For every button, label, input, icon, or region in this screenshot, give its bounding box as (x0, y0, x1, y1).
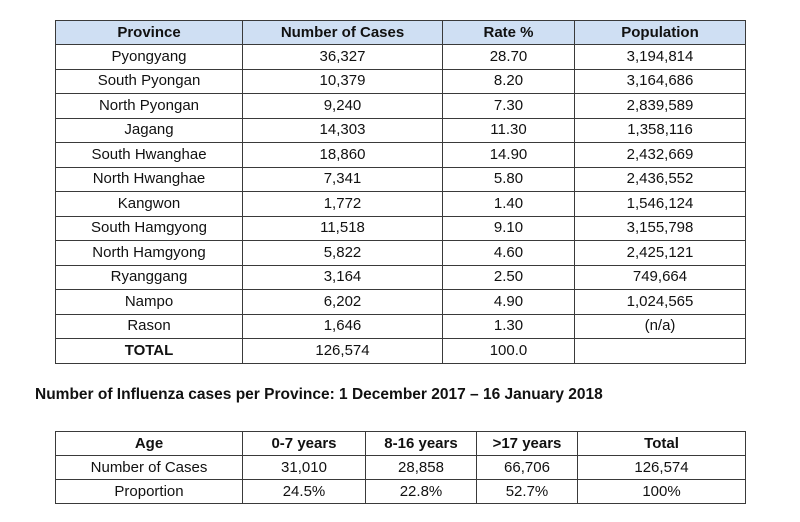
header-province: Province (55, 20, 243, 45)
value-cell: 52.7% (476, 479, 578, 504)
province-cases-table: Province Number of Cases Rate % Populati… (55, 20, 746, 364)
province-cell: Rason (55, 313, 243, 339)
table-row: Nampo 6,202 4.90 1,024,565 (55, 289, 746, 315)
population-cell: 3,164,686 (574, 68, 746, 94)
rate-cell: 2.50 (442, 264, 575, 290)
population-cell: 2,839,589 (574, 93, 746, 119)
population-cell: 1,358,116 (574, 117, 746, 143)
value-cell: 126,574 (577, 455, 746, 480)
table-row: Proportion 24.5% 22.8% 52.7% 100% (55, 479, 746, 504)
header-8-16-years: 8-16 years (365, 431, 477, 456)
table-header-row: Age 0-7 years 8-16 years >17 years Total (55, 431, 746, 456)
population-cell: 2,425,121 (574, 240, 746, 266)
table-row: North Hwanghae 7,341 5.80 2,436,552 (55, 166, 746, 192)
province-cell: Nampo (55, 289, 243, 315)
province-cell: Ryanggang (55, 264, 243, 290)
cases-cell: 1,772 (242, 191, 443, 217)
value-cell: 22.8% (365, 479, 477, 504)
province-cell: North Pyongan (55, 93, 243, 119)
rate-cell: 1.30 (442, 313, 575, 339)
total-cases: 126,574 (242, 338, 443, 364)
header-age: Age (55, 431, 243, 456)
population-cell: 1,546,124 (574, 191, 746, 217)
cases-cell: 10,379 (242, 68, 443, 94)
row-label: Proportion (55, 479, 243, 504)
rate-cell: 14.90 (442, 142, 575, 168)
rate-cell: 5.80 (442, 166, 575, 192)
total-rate: 100.0 (442, 338, 575, 364)
total-label: TOTAL (55, 338, 243, 364)
province-cell: South Hamgyong (55, 215, 243, 241)
cases-cell: 1,646 (242, 313, 443, 339)
province-cell: South Pyongan (55, 68, 243, 94)
population-cell: 3,194,814 (574, 44, 746, 70)
value-cell: 66,706 (476, 455, 578, 480)
total-population (574, 338, 746, 364)
header-0-7-years: 0-7 years (242, 431, 366, 456)
rate-cell: 7.30 (442, 93, 575, 119)
table-row: South Pyongan 10,379 8.20 3,164,686 (55, 68, 746, 94)
province-cell: Kangwon (55, 191, 243, 217)
table-row: Pyongyang 36,327 28.70 3,194,814 (55, 44, 746, 70)
table-row: South Hwanghae 18,860 14.90 2,432,669 (55, 142, 746, 168)
value-cell: 24.5% (242, 479, 366, 504)
cases-cell: 7,341 (242, 166, 443, 192)
province-cell: Jagang (55, 117, 243, 143)
header-rate: Rate % (442, 20, 575, 45)
table-row: South Hamgyong 11,518 9.10 3,155,798 (55, 215, 746, 241)
table-row: Kangwon 1,772 1.40 1,546,124 (55, 191, 746, 217)
table-header-row: Province Number of Cases Rate % Populati… (55, 20, 746, 45)
population-cell: (n/a) (574, 313, 746, 339)
row-label: Number of Cases (55, 455, 243, 480)
table-row: Number of Cases 31,010 28,858 66,706 126… (55, 455, 746, 480)
value-cell: 100% (577, 479, 746, 504)
cases-cell: 3,164 (242, 264, 443, 290)
rate-cell: 4.60 (442, 240, 575, 266)
province-cell: North Hwanghae (55, 166, 243, 192)
table-row: Ryanggang 3,164 2.50 749,664 (55, 264, 746, 290)
cases-cell: 11,518 (242, 215, 443, 241)
table-caption: Number of Influenza cases per Province: … (35, 386, 603, 403)
cases-cell: 36,327 (242, 44, 443, 70)
rate-cell: 11.30 (442, 117, 575, 143)
header-over-17-years: >17 years (476, 431, 578, 456)
cases-cell: 6,202 (242, 289, 443, 315)
header-total: Total (577, 431, 746, 456)
rate-cell: 28.70 (442, 44, 575, 70)
rate-cell: 4.90 (442, 289, 575, 315)
population-cell: 749,664 (574, 264, 746, 290)
population-cell: 2,432,669 (574, 142, 746, 168)
rate-cell: 1.40 (442, 191, 575, 217)
table-row: North Pyongan 9,240 7.30 2,839,589 (55, 93, 746, 119)
cases-cell: 18,860 (242, 142, 443, 168)
header-number-of-cases: Number of Cases (242, 20, 443, 45)
population-cell: 3,155,798 (574, 215, 746, 241)
rate-cell: 8.20 (442, 68, 575, 94)
header-population: Population (574, 20, 746, 45)
population-cell: 1,024,565 (574, 289, 746, 315)
cases-cell: 5,822 (242, 240, 443, 266)
table-row: Rason 1,646 1.30 (n/a) (55, 313, 746, 339)
population-cell: 2,436,552 (574, 166, 746, 192)
age-group-table: Age 0-7 years 8-16 years >17 years Total… (55, 431, 746, 504)
table-row: Jagang 14,303 11.30 1,358,116 (55, 117, 746, 143)
total-row: TOTAL 126,574 100.0 (55, 338, 746, 364)
cases-cell: 9,240 (242, 93, 443, 119)
value-cell: 31,010 (242, 455, 366, 480)
province-cell: Pyongyang (55, 44, 243, 70)
value-cell: 28,858 (365, 455, 477, 480)
rate-cell: 9.10 (442, 215, 575, 241)
cases-cell: 14,303 (242, 117, 443, 143)
table-row: North Hamgyong 5,822 4.60 2,425,121 (55, 240, 746, 266)
province-cell: South Hwanghae (55, 142, 243, 168)
province-cell: North Hamgyong (55, 240, 243, 266)
